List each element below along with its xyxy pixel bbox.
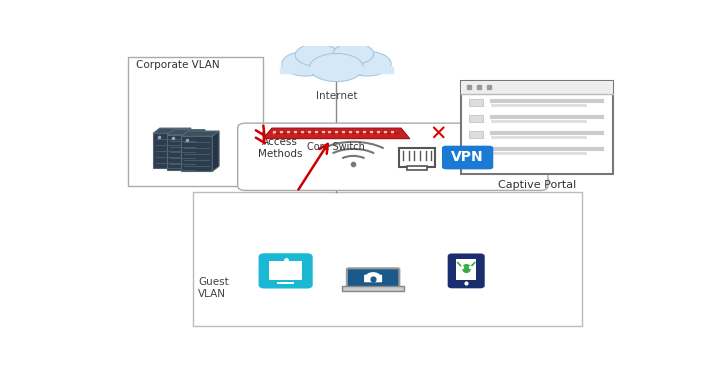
- Text: VPN: VPN: [451, 150, 484, 165]
- Bar: [399, 148, 435, 167]
- FancyBboxPatch shape: [442, 146, 494, 169]
- Polygon shape: [198, 130, 205, 170]
- FancyBboxPatch shape: [237, 123, 548, 190]
- Text: Core Switch: Core Switch: [307, 142, 365, 152]
- Bar: [127, 57, 263, 186]
- Text: Internet: Internet: [316, 91, 357, 101]
- Text: Captive Portal: Captive Portal: [498, 180, 576, 190]
- Bar: [456, 259, 476, 280]
- Polygon shape: [263, 128, 410, 139]
- Bar: [192, 192, 582, 326]
- Polygon shape: [167, 130, 205, 135]
- Circle shape: [282, 51, 329, 76]
- Polygon shape: [181, 131, 219, 136]
- Bar: [469, 147, 483, 154]
- Circle shape: [296, 44, 338, 66]
- Bar: [469, 99, 483, 106]
- Polygon shape: [153, 128, 191, 133]
- Bar: [342, 287, 404, 290]
- FancyBboxPatch shape: [347, 268, 400, 288]
- Bar: [269, 261, 302, 280]
- Text: Corporate VLAN: Corporate VLAN: [136, 60, 220, 70]
- Circle shape: [309, 54, 363, 82]
- Circle shape: [333, 43, 373, 64]
- Polygon shape: [184, 128, 191, 168]
- Bar: [167, 135, 198, 170]
- FancyBboxPatch shape: [448, 255, 483, 287]
- Bar: [181, 136, 213, 171]
- Bar: [280, 67, 393, 73]
- Bar: [469, 131, 483, 138]
- Polygon shape: [213, 131, 219, 171]
- Circle shape: [306, 43, 368, 75]
- Bar: [461, 81, 613, 174]
- Circle shape: [344, 51, 391, 76]
- Bar: [153, 133, 184, 168]
- FancyBboxPatch shape: [364, 275, 382, 282]
- FancyBboxPatch shape: [260, 255, 312, 287]
- Bar: [461, 81, 613, 94]
- Bar: [277, 282, 294, 283]
- Text: ✕: ✕: [430, 125, 447, 145]
- Text: Guest
VLAN: Guest VLAN: [198, 277, 229, 299]
- Text: Access
Methods: Access Methods: [258, 137, 302, 159]
- Bar: [407, 166, 427, 170]
- Bar: [469, 115, 483, 122]
